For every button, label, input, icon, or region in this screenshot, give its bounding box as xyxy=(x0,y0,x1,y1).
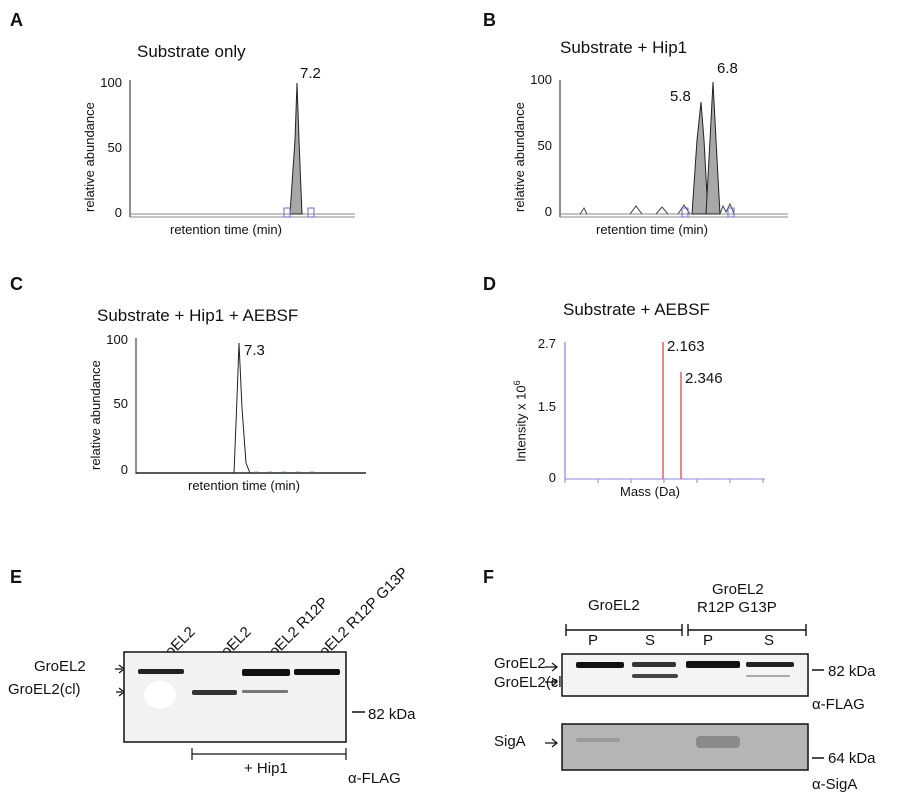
y-tick-b-50: 50 xyxy=(537,138,552,153)
tail-noise xyxy=(719,202,735,215)
peak-label-d-1: 2.163 xyxy=(667,338,705,355)
peak-7-3 xyxy=(233,342,251,474)
antibody-f-siga: α-SigA xyxy=(812,776,858,793)
y-axis-label-d-exponent: 6 xyxy=(512,380,522,386)
band-label-f-groel2-cl: GroEL2(cl) xyxy=(494,674,567,691)
y-tick-d-2-7: 2.7 xyxy=(537,336,556,351)
y-axis-label-d: Intensity x 106 xyxy=(512,380,528,462)
y-axis-label-a: relative abundance xyxy=(82,102,97,212)
mass-spectrum-d xyxy=(564,342,765,483)
peak-label-d-2: 2.346 xyxy=(685,370,723,387)
band-e-lane3-full xyxy=(242,669,290,676)
panel-letter-c: C xyxy=(10,274,23,294)
band-f-s2-cl xyxy=(746,675,790,677)
antibody-f-flag: α-FLAG xyxy=(812,696,865,713)
y-axis-label-b: relative abundance xyxy=(512,102,527,212)
peak-label-c: 7.3 xyxy=(244,342,265,359)
bracket-f-group1 xyxy=(565,624,683,636)
panel-letter-a: A xyxy=(10,10,23,30)
fraction-label-f-s2: S xyxy=(764,632,775,649)
x-axis-label-c: retention time (min) xyxy=(188,478,300,493)
bracket-f-group2 xyxy=(687,624,807,636)
y-tick-a-0: 0 xyxy=(114,205,122,220)
band-label-f-siga: SigA xyxy=(494,733,526,750)
band-e-lane2 xyxy=(192,690,237,695)
peak-label-b-1: 5.8 xyxy=(670,88,691,105)
chromatogram-c xyxy=(135,338,366,474)
band-f-p2 xyxy=(686,661,740,668)
hip1-bracket xyxy=(191,748,347,760)
y-axis-label-c: relative abundance xyxy=(88,360,103,470)
panel-letter-f: F xyxy=(483,567,494,587)
integration-marker xyxy=(727,207,735,218)
blot-e xyxy=(115,651,365,760)
chart-title-d: Substrate + AEBSF xyxy=(563,300,710,319)
band-e-lane1 xyxy=(138,669,184,674)
chart-title-a: Substrate only xyxy=(137,42,246,61)
integration-marker xyxy=(307,207,315,218)
y-tick-b-0: 0 xyxy=(544,204,552,219)
band-f-s1-cl xyxy=(632,674,678,678)
peak-7-2 xyxy=(289,82,303,215)
band-f-siga-p2 xyxy=(696,736,740,748)
axis-ticks xyxy=(564,479,764,483)
y-tick-a-100: 100 xyxy=(100,75,122,90)
band-f-s1-full xyxy=(632,662,676,667)
chromatogram-a xyxy=(129,80,355,218)
marker-f-82kda: 82 kDa xyxy=(828,663,876,680)
x-axis-label-d: Mass (Da) xyxy=(620,484,680,499)
peak-label-b-2: 6.8 xyxy=(717,60,738,77)
band-label-e-groel2: GroEL2 xyxy=(34,658,86,675)
y-tick-d-0: 0 xyxy=(548,470,556,485)
group-label-f-2-line1: GroEL2 xyxy=(712,581,764,598)
group-label-f-2-line2: R12P G13P xyxy=(697,599,777,616)
y-tick-c-0: 0 xyxy=(120,462,128,477)
chart-title-c: Substrate + Hip1 + AEBSF xyxy=(97,306,299,325)
band-e-lane3-cl xyxy=(242,690,288,693)
band-e-lane4 xyxy=(294,669,340,675)
fraction-label-f-s1: S xyxy=(645,632,656,649)
y-tick-a-50: 50 xyxy=(107,140,122,155)
panel-letter-e: E xyxy=(10,567,23,587)
panel-letter-b: B xyxy=(483,10,496,30)
band-f-s2-full xyxy=(746,662,794,667)
band-label-e-groel2-cl: GroEL2(cl) xyxy=(8,681,81,698)
treatment-e-hip1: + Hip1 xyxy=(244,760,288,777)
fraction-label-f-p2: P xyxy=(703,632,714,649)
blot-f xyxy=(545,624,824,771)
antibody-e-flag: α-FLAG xyxy=(348,770,401,787)
band-label-f-groel2: GroEL2 xyxy=(494,655,546,672)
y-tick-c-50: 50 xyxy=(113,396,128,411)
peak-5-8 xyxy=(691,101,709,215)
chromatogram-b xyxy=(559,80,788,218)
band-f-siga-p1 xyxy=(576,738,620,742)
y-tick-b-100: 100 xyxy=(530,72,552,87)
y-tick-d-1-5: 1.5 xyxy=(537,399,556,414)
integration-marker xyxy=(681,207,689,218)
marker-e-82kda: 82 kDa xyxy=(368,706,416,723)
x-axis-label-a: retention time (min) xyxy=(170,222,282,237)
band-f-p1 xyxy=(576,662,624,668)
marker-f-64kda: 64 kDa xyxy=(828,750,876,767)
baseline-noise xyxy=(579,204,691,215)
group-label-f-1: GroEL2 xyxy=(588,597,640,614)
peak-label-a: 7.2 xyxy=(300,65,321,82)
y-axis-label-d-text: Intensity x 10 xyxy=(513,385,529,462)
chart-title-b: Substrate + Hip1 xyxy=(560,38,688,57)
integration-marker xyxy=(283,207,291,218)
panel-letter-d: D xyxy=(483,274,496,294)
x-axis-label-b: retention time (min) xyxy=(596,222,708,237)
peak-6-8 xyxy=(705,81,721,215)
y-tick-c-100: 100 xyxy=(106,332,128,347)
fraction-label-f-p1: P xyxy=(588,632,599,649)
